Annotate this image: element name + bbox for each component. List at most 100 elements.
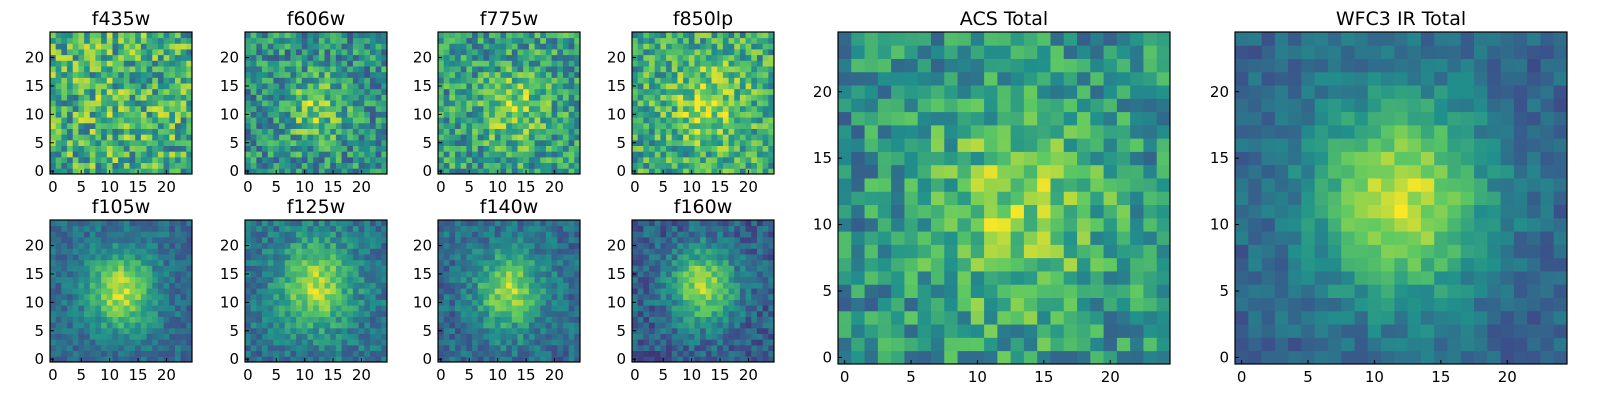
heatmap-cell [506, 316, 513, 323]
heatmap-cell [500, 316, 507, 323]
heatmap-cell [506, 32, 513, 39]
heatmap-cell [705, 37, 712, 44]
heatmap-cell [438, 128, 445, 135]
heatmap-cell [506, 122, 513, 129]
heatmap-cell [545, 265, 552, 272]
heatmap-cell [734, 145, 741, 152]
heatmap-cell [245, 259, 252, 266]
heatmap-cell [67, 237, 74, 244]
heatmap-cell [157, 288, 164, 295]
heatmap-cell [318, 282, 325, 289]
heatmap-cell [347, 231, 354, 238]
heatmap-cell [146, 356, 153, 363]
heatmap-cell [318, 139, 325, 146]
heatmap-cell [643, 168, 650, 175]
heatmap-cell [375, 220, 382, 227]
heatmap-cell [545, 122, 552, 129]
heatmap-cell [711, 322, 718, 329]
heatmap-cell [146, 322, 153, 329]
heatmap-cell [671, 339, 678, 346]
heatmap-cell [256, 43, 263, 50]
heatmap-cell [574, 105, 581, 112]
heatmap-cell [301, 37, 308, 44]
heatmap-cell [324, 327, 331, 334]
heatmap-cell [78, 54, 85, 61]
heatmap-cell [500, 242, 507, 249]
heatmap-cell [438, 43, 445, 50]
heatmap-cell [466, 265, 473, 272]
heatmap-cell [768, 356, 775, 363]
heatmap-cell [677, 71, 684, 78]
heatmap-cell [72, 344, 79, 352]
heatmap-cell [756, 117, 764, 124]
heatmap-cell [140, 111, 147, 118]
heatmap-cell [245, 162, 252, 169]
heatmap-cell [768, 333, 775, 340]
heatmap-cell [67, 134, 74, 141]
heatmap-cell [574, 71, 581, 78]
heatmap-cell [341, 299, 348, 306]
heatmap-cell [375, 231, 382, 238]
heatmap-cell [557, 37, 564, 44]
heatmap-cell [660, 316, 667, 323]
heatmap-cell [267, 145, 274, 152]
heatmap-cell [472, 94, 479, 101]
heatmap-cell [455, 77, 462, 84]
heatmap-cell [449, 305, 456, 312]
heatmap-cell [290, 248, 297, 255]
heatmap-cell [688, 265, 695, 272]
heatmap-cell [643, 94, 650, 101]
heatmap-cell [364, 66, 371, 73]
heatmap-cell [341, 350, 348, 357]
heatmap-cell [762, 151, 769, 158]
heatmap-cell [174, 271, 182, 278]
heatmap-cell [341, 288, 348, 295]
heatmap-cell [313, 111, 320, 118]
heatmap-cell [78, 237, 85, 244]
axes-frame [244, 219, 388, 363]
heatmap-cell [284, 151, 291, 158]
heatmap-cell [118, 32, 125, 39]
heatmap-cell [50, 231, 57, 238]
heatmap-cell [101, 276, 108, 283]
heatmap-cell [273, 156, 280, 164]
heatmap-cell [369, 60, 377, 67]
heatmap-cell [460, 66, 467, 73]
heatmap-cell [106, 134, 113, 141]
heatmap-cell [262, 344, 269, 352]
heatmap-cell [477, 356, 484, 363]
heatmap-cell [279, 259, 286, 266]
heatmap-cell [55, 327, 62, 334]
heatmap-cell [489, 60, 496, 67]
heatmap-cell [186, 88, 193, 95]
heatmap-cell [180, 88, 187, 95]
heatmap-cell [250, 350, 257, 357]
heatmap-cell [129, 43, 136, 50]
heatmap-cell [472, 151, 479, 158]
heatmap-cell [84, 356, 91, 363]
heatmap-cell [307, 83, 314, 90]
heatmap-cell [739, 122, 746, 129]
heatmap-cell [89, 344, 96, 352]
heatmap-cell [460, 248, 467, 255]
heatmap-cell [313, 237, 320, 244]
heatmap-cell [61, 271, 68, 278]
heatmap-cell [574, 231, 581, 238]
heatmap-cell [347, 356, 354, 363]
heatmap-cell [61, 327, 68, 334]
heatmap-cell [106, 71, 113, 78]
heatmap-cell [489, 231, 496, 238]
heatmap-cell [318, 145, 325, 152]
heatmap-cell [517, 122, 524, 129]
heatmap-cell [506, 77, 513, 84]
heatmap-cell [734, 271, 741, 278]
y-tick-label: 5 [422, 134, 432, 152]
heatmap-cell [250, 43, 257, 50]
heatmap-cell [352, 83, 359, 90]
heatmap-cell [756, 271, 764, 278]
heatmap-cell [500, 77, 507, 84]
heatmap-cell [152, 288, 159, 295]
heatmap-cell [483, 327, 490, 334]
heatmap-cell [460, 237, 467, 244]
heatmap-cell [256, 156, 263, 164]
